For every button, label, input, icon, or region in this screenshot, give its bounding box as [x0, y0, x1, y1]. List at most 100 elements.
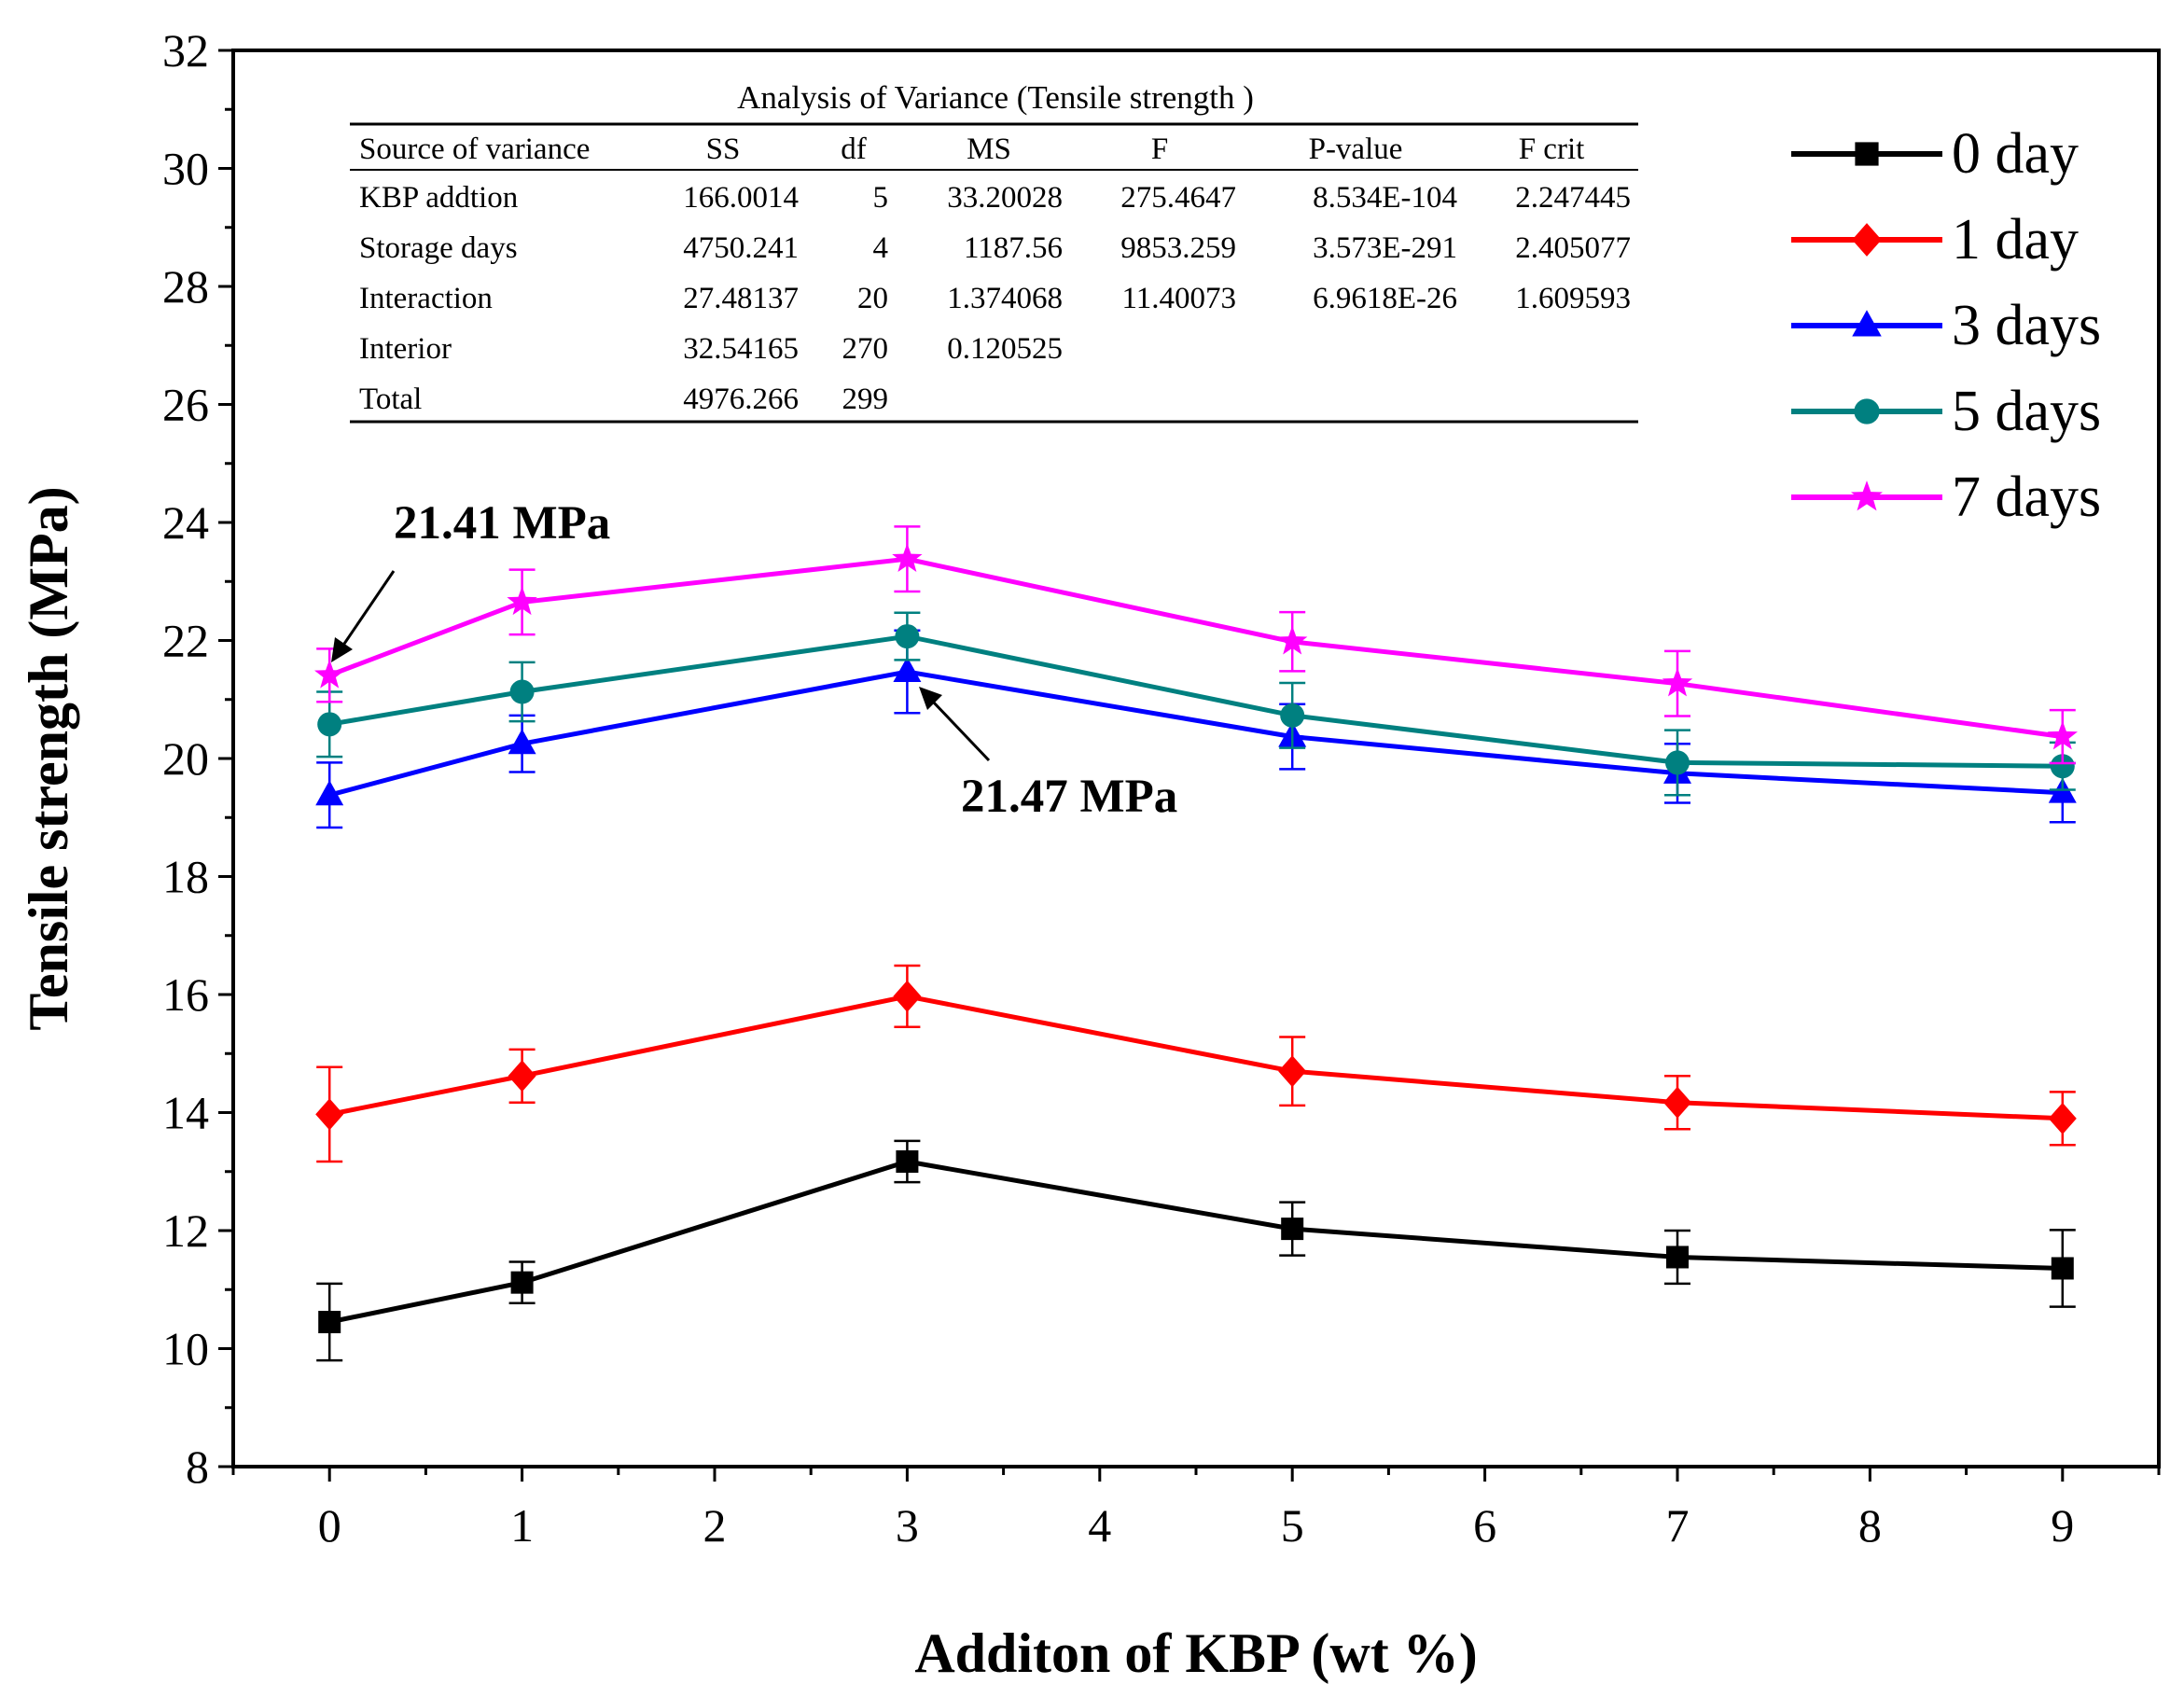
x-tick-label: 6 — [1473, 1499, 1496, 1552]
data-point — [1662, 667, 1693, 697]
anova-cell: 4976.266 — [683, 383, 799, 416]
legend: 0 day 1 day 3 days 5 days 7 days — [1791, 122, 2101, 529]
annotation-label: 21.47 MPa — [961, 771, 1177, 823]
anova-cell: 9853.259 — [1120, 231, 1236, 265]
anova-cell: 6.9618E-26 — [1313, 282, 1457, 315]
x-tick-label: 4 — [1088, 1499, 1111, 1552]
y-tick-label: 18 — [162, 851, 209, 903]
annotation-label: 21.41 MPa — [394, 497, 610, 550]
data-point — [1663, 1086, 1691, 1119]
anova-cell: 299 — [842, 383, 889, 416]
y-tick-label: 32 — [162, 24, 209, 77]
anova-cell: 0.120525 — [947, 332, 1063, 366]
x-tick-label: 5 — [1281, 1499, 1304, 1552]
data-point — [1277, 625, 1308, 655]
anova-title: Analysis of Variance (Tensile strength ) — [737, 79, 1254, 116]
y-tick-label: 16 — [162, 968, 209, 1021]
data-point — [1665, 750, 1690, 775]
legend-label: 3 days — [1952, 294, 2101, 357]
data-point — [2051, 1257, 2074, 1280]
legend-item: 0 day — [1791, 122, 2079, 186]
anova-cell: 1187.56 — [964, 231, 1063, 265]
legend-marker — [1851, 480, 1883, 511]
legend-marker — [1852, 223, 1882, 257]
data-point — [507, 586, 537, 616]
data-point — [2050, 754, 2075, 779]
y-axis-title: Tensile strength (MPa) — [18, 486, 79, 1030]
anova-cell: 4 — [873, 231, 889, 265]
anova-cell: Total — [359, 383, 422, 416]
annotations: 21.41 MPa 21.47 MPa — [331, 497, 1177, 823]
anova-cell: 1.609593 — [1515, 282, 1631, 315]
y-tick-label: 12 — [162, 1204, 209, 1257]
data-point — [317, 712, 342, 737]
data-point — [318, 1311, 341, 1334]
legend-label: 5 days — [1952, 380, 2101, 443]
series-5-days — [316, 611, 2076, 797]
data-point — [896, 1149, 919, 1173]
y-tick-label: 8 — [186, 1441, 209, 1493]
x-tick-label: 1 — [510, 1499, 534, 1552]
x-tick-label: 9 — [2051, 1499, 2074, 1552]
anova-header-cell: df — [841, 132, 867, 166]
series-3-days — [315, 629, 2077, 829]
anova-header-cell: MS — [967, 132, 1011, 166]
anova-header-cell: P-value — [1309, 132, 1403, 166]
data-point — [315, 1098, 344, 1131]
legend-marker — [1854, 398, 1880, 424]
y-tick-label: 22 — [162, 615, 209, 667]
legend-marker — [1855, 142, 1879, 166]
legend-item: 5 days — [1791, 380, 2101, 443]
data-point — [893, 657, 922, 683]
annotation-arrow — [931, 700, 991, 762]
anova-cell: Interaction — [359, 282, 493, 315]
x-axis-title: Additon of KBP (wt %) — [914, 1622, 1477, 1684]
anova-header-cell: F crit — [1519, 132, 1585, 166]
x-tick-label: 2 — [703, 1499, 727, 1552]
y-tick-label: 30 — [162, 143, 209, 195]
series-0-day — [316, 1139, 2076, 1362]
anova-cell: 20 — [857, 282, 888, 315]
series-layer — [314, 525, 2078, 1362]
y-tick-label: 20 — [162, 732, 209, 785]
data-point — [2047, 720, 2078, 750]
data-point — [1280, 703, 1305, 728]
anova-cell: 32.54165 — [683, 332, 799, 366]
legend-item: 7 days — [1791, 466, 2101, 529]
series-line — [328, 633, 2063, 769]
legend-label: 7 days — [1952, 466, 2101, 529]
data-point — [2048, 1102, 2077, 1134]
anova-header-cell: Source of variance — [359, 132, 590, 166]
anova-cell: KBP addtion — [359, 181, 518, 215]
legend-label: 1 day — [1952, 208, 2079, 271]
anova-cell: 2.247445 — [1515, 181, 1631, 215]
data-point — [315, 780, 344, 806]
anova-cell: 33.20028 — [947, 181, 1063, 215]
anova-cell: 8.534E-104 — [1313, 181, 1457, 215]
data-point — [509, 679, 535, 704]
legend-item: 3 days — [1791, 294, 2101, 357]
data-point — [1281, 1218, 1304, 1241]
x-tick-label: 3 — [896, 1499, 919, 1552]
y-tick-label: 24 — [162, 496, 209, 549]
anova-cell: 27.48137 — [683, 282, 799, 315]
anova-cell: Interior — [359, 332, 452, 366]
series-line — [328, 669, 2063, 798]
series-1-day — [315, 964, 2077, 1163]
anova-header-cell: F — [1151, 132, 1168, 166]
series-line — [328, 994, 2063, 1121]
data-point — [893, 980, 922, 1012]
data-point — [892, 543, 923, 572]
data-point — [508, 1060, 536, 1093]
series-line — [328, 1159, 2063, 1325]
x-tick-label: 7 — [1666, 1499, 1690, 1552]
y-tick-label: 28 — [162, 260, 209, 313]
y-tick-label: 10 — [162, 1323, 209, 1375]
anova-cell: 11.40073 — [1121, 282, 1236, 315]
anova-header-cell: SS — [706, 132, 741, 166]
anova-table: Analysis of Variance (Tensile strength )… — [350, 79, 1638, 424]
anova-cell: 166.0014 — [683, 181, 799, 215]
y-tick-label: 14 — [162, 1087, 209, 1139]
